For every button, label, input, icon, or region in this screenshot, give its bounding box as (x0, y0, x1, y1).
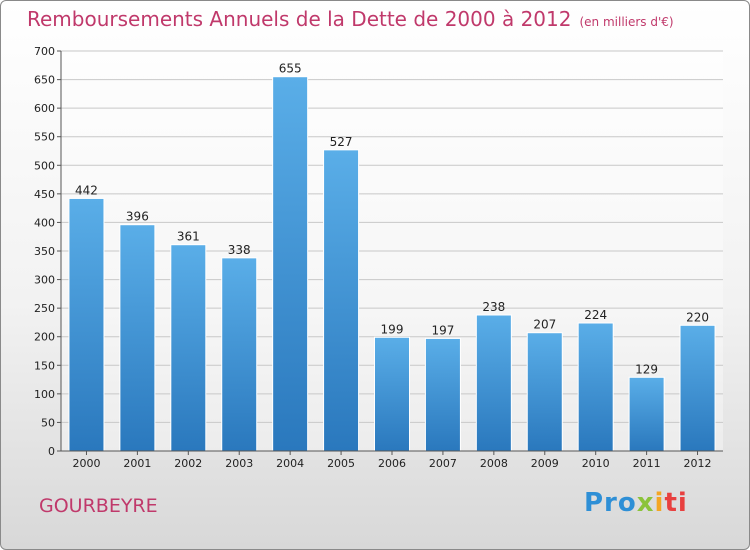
bar (272, 76, 309, 452)
bar-value-label: 220 (686, 310, 709, 324)
bar-value-label: 442 (75, 183, 98, 197)
y-tick-label: 450 (34, 188, 55, 201)
bar-value-label: 224 (584, 308, 607, 322)
x-tick-label: 2002 (174, 457, 202, 470)
y-tick-label: 100 (34, 388, 55, 401)
logo-part-3: i (654, 488, 665, 518)
y-tick-label: 400 (34, 216, 55, 229)
y-tick-label: 150 (34, 359, 55, 372)
y-tick-label: 250 (34, 302, 55, 315)
bar (119, 224, 156, 452)
bar-value-label: 338 (228, 243, 251, 257)
commune-name: GOURBEYRE (39, 495, 158, 517)
logo-part-4: ti (664, 488, 688, 518)
x-tick-label: 2006 (378, 457, 406, 470)
bar (424, 337, 461, 452)
x-tick-label: 2011 (633, 457, 661, 470)
bar-value-label: 396 (126, 210, 149, 224)
y-tick-label: 50 (41, 416, 55, 429)
y-tick-label: 550 (34, 131, 55, 144)
y-tick-label: 300 (34, 274, 55, 287)
bar (170, 244, 207, 452)
chart-title-text: Remboursements Annuels de la Dette de 20… (27, 7, 572, 31)
bar-value-label: 199 (381, 322, 404, 336)
bar-value-label: 197 (431, 323, 454, 337)
bar-value-label: 207 (533, 318, 556, 332)
chart-title: Remboursements Annuels de la Dette de 20… (27, 7, 674, 31)
x-tick-label: 2005 (327, 457, 355, 470)
x-tick-label: 2009 (531, 457, 559, 470)
bar-value-label: 527 (330, 135, 353, 149)
x-tick-label: 2001 (123, 457, 151, 470)
bar (374, 336, 410, 452)
y-tick-label: 600 (34, 102, 55, 115)
y-tick-label: 0 (48, 445, 55, 458)
chart-subtitle: (en milliers d'€) (579, 15, 674, 29)
bar (526, 332, 563, 452)
x-tick-label: 2012 (684, 457, 712, 470)
bar (475, 314, 512, 452)
x-tick-label: 2007 (429, 457, 457, 470)
bars: 442 396 361 338 655 527 199 197 238 207 224 129 220 (68, 62, 716, 452)
proxiti-logo: Proxiti (584, 488, 688, 518)
axes: 0 50 100 150 200 250 300 350 400 450 500 550 600 650 7… (34, 45, 723, 470)
x-tick-label: 2000 (72, 457, 100, 470)
bar-value-label: 238 (482, 300, 505, 314)
logo-part-1: Pro (584, 488, 637, 518)
bar (323, 149, 360, 452)
y-tick-label: 500 (34, 159, 55, 172)
bar (221, 257, 258, 452)
bar-value-label: 655 (279, 62, 302, 76)
y-tick-label: 700 (34, 45, 55, 58)
y-tick-label: 200 (34, 331, 55, 344)
x-tick-label: 2008 (480, 457, 508, 470)
bar-value-label: 129 (635, 362, 658, 376)
bar (679, 324, 716, 452)
bar-value-label: 361 (177, 230, 200, 244)
y-tick-label: 350 (34, 245, 55, 258)
x-tick-label: 2010 (582, 457, 610, 470)
logo-part-2: x (636, 488, 655, 518)
y-tick-label: 650 (34, 74, 55, 87)
x-tick-label: 2004 (276, 457, 304, 470)
x-tick-label: 2003 (225, 457, 253, 470)
bar (577, 322, 614, 452)
bar (68, 197, 105, 452)
bar (628, 376, 665, 452)
